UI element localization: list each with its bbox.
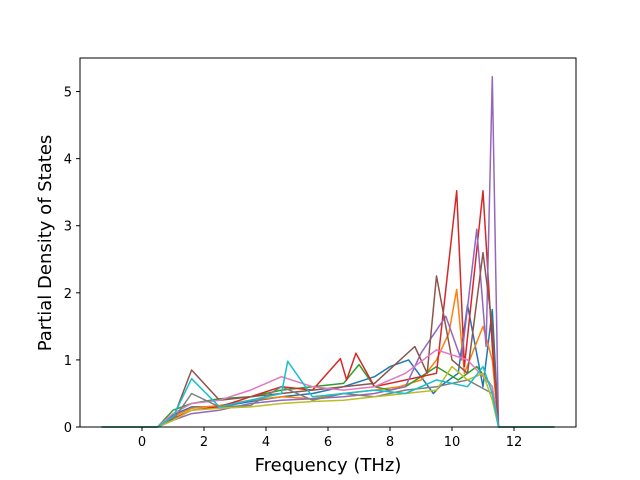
x-tick-label: 4 (262, 435, 270, 450)
x-tick-label: 0 (138, 435, 146, 450)
x-axis-ticks: 0 2 4 6 8 10 12 (138, 427, 522, 450)
x-axis-label: Frequency (THz) (255, 455, 402, 476)
series-line (101, 349, 555, 428)
x-tick-label: 10 (444, 435, 461, 450)
series-line (101, 76, 555, 428)
y-tick-label: 2 (64, 287, 72, 302)
series-line (101, 288, 555, 428)
x-tick-label: 6 (324, 435, 332, 450)
series-lines (101, 76, 555, 428)
y-tick-label: 4 (64, 153, 72, 168)
x-tick-label: 12 (506, 435, 523, 450)
y-axis-ticks: 0 1 2 3 4 5 (64, 86, 80, 436)
y-tick-label: 3 (64, 220, 72, 235)
y-tick-label: 0 (64, 421, 72, 436)
series-line (101, 365, 555, 428)
y-axis-label: Partial Density of States (35, 135, 56, 352)
series-line (101, 360, 555, 428)
series-line (101, 251, 555, 428)
x-tick-label: 2 (200, 435, 208, 450)
x-tick-label: 8 (386, 435, 394, 450)
y-tick-label: 1 (64, 354, 72, 369)
y-tick-label: 5 (64, 86, 72, 101)
series-line (101, 379, 555, 428)
